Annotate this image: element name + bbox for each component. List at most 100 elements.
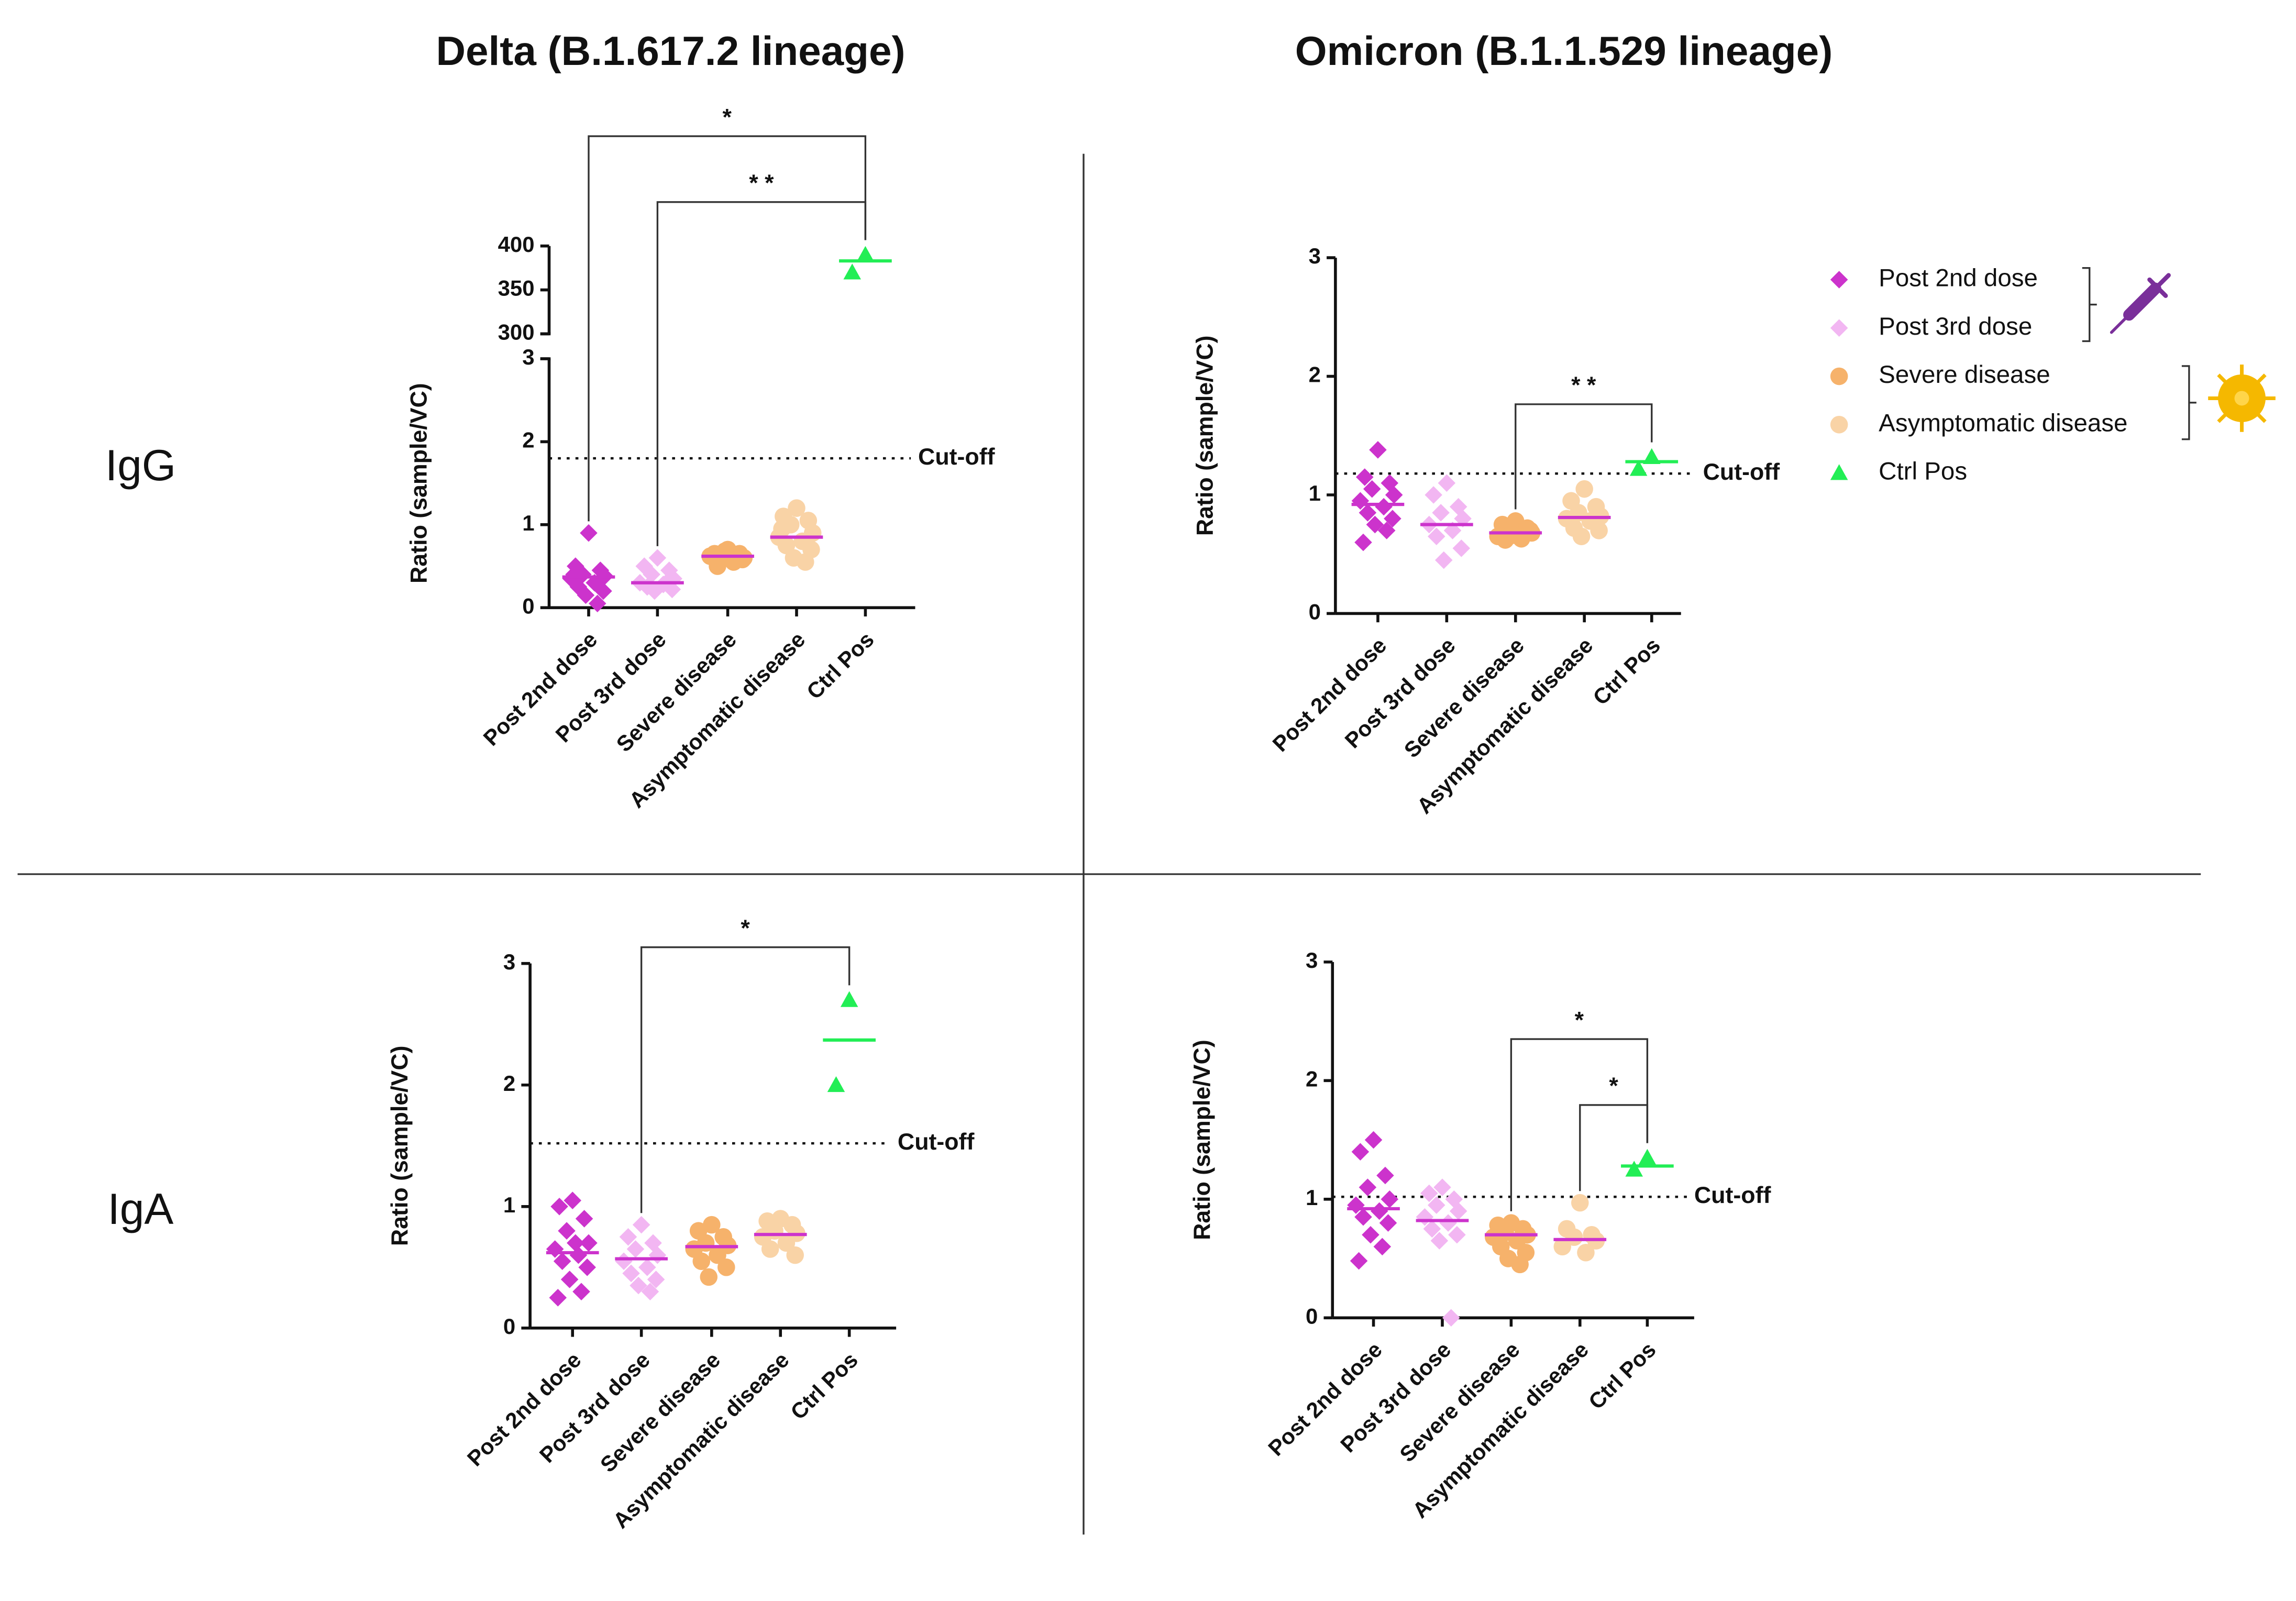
significance-bracket: [588, 135, 867, 522]
data-point: [549, 1289, 567, 1307]
legend-marker: [1830, 416, 1848, 434]
y-tick-label: 1: [1309, 481, 1321, 505]
data-point: [692, 1252, 711, 1270]
data-point: [777, 1234, 796, 1252]
data-point: [1373, 1238, 1392, 1256]
cutoff-label: Cut-off: [1703, 459, 1780, 485]
data-point: [1369, 441, 1387, 459]
cutoff-label: Cut-off: [918, 444, 995, 470]
data-point: [1432, 504, 1450, 522]
data-point: [788, 499, 805, 517]
column-title: Delta (B.1.617.2 lineage): [436, 28, 906, 74]
data-point: [1643, 448, 1661, 464]
y-tick-label: 3: [522, 345, 534, 369]
row-label: IgA: [108, 1184, 174, 1233]
significance-label: *: [722, 104, 732, 130]
data-point: [1442, 1309, 1460, 1327]
data-point: [626, 1240, 645, 1258]
data-point: [709, 557, 726, 575]
data-point: [575, 1210, 593, 1228]
significance-bracket: [640, 946, 851, 1213]
y-tick-label: 2: [1309, 362, 1321, 387]
significance-bracket: [1515, 403, 1653, 510]
y-tick-label: 3: [503, 949, 515, 974]
legend-label: Asymptomatic disease: [1879, 409, 2127, 437]
data-point: [1625, 1161, 1643, 1177]
significance-label: *: [1609, 1073, 1618, 1099]
data-point: [718, 1258, 735, 1276]
data-point: [619, 1228, 637, 1246]
legend-label: Severe disease: [1879, 361, 2050, 389]
data-point: [638, 1258, 656, 1276]
significance-label: * *: [1571, 372, 1596, 398]
data-point: [703, 1216, 721, 1234]
legend-marker: [1830, 271, 1848, 289]
y-axis-label: Ratio (sample/VC): [406, 383, 432, 583]
data-point: [1571, 1194, 1589, 1212]
y-axis-label: Ratio (sample/VC): [1189, 1040, 1215, 1240]
data-point: [1577, 1243, 1595, 1262]
data-point: [700, 1268, 718, 1286]
data-point: [1377, 522, 1396, 539]
data-point: [1375, 498, 1393, 516]
y-tick-label: 0: [503, 1314, 515, 1339]
legend-label: Post 2nd dose: [1879, 264, 2038, 292]
virus-icon: [2208, 365, 2276, 432]
y-tick-label: 2: [1306, 1066, 1318, 1091]
y-tick-label: 400: [498, 232, 535, 257]
syringe-icon: [2110, 273, 2171, 334]
y-tick-label: 3: [1306, 948, 1318, 973]
row-label: IgG: [105, 440, 176, 490]
data-point: [564, 1191, 581, 1209]
data-point: [1420, 1184, 1438, 1202]
column-title: Omicron (B.1.1.529 lineage): [1295, 28, 1833, 74]
data-point: [761, 1240, 779, 1258]
data-point: [1449, 1202, 1467, 1220]
y-axis-label: Ratio (sample/VC): [387, 1045, 413, 1246]
data-point: [578, 1258, 596, 1276]
data-point: [1364, 1131, 1383, 1149]
data-point: [843, 263, 862, 280]
significance-label: * *: [749, 170, 774, 196]
data-point: [1438, 474, 1456, 492]
data-point: [1366, 515, 1384, 534]
y-tick-label: 350: [498, 276, 535, 301]
data-point: [1370, 1202, 1388, 1220]
data-point: [615, 1252, 633, 1270]
data-point: [647, 1271, 665, 1288]
data-point: [1434, 551, 1453, 569]
data-point: [1575, 480, 1593, 498]
data-point: [827, 1076, 845, 1092]
y-tick-label: 300: [498, 320, 535, 345]
legend-brace: [2181, 365, 2196, 440]
data-point: [553, 1252, 571, 1270]
data-point: [1565, 1228, 1583, 1246]
data-point: [1363, 480, 1381, 498]
legend-brace: [2082, 267, 2097, 343]
data-point: [773, 520, 791, 538]
data-point: [1629, 460, 1648, 476]
significance-label: *: [741, 915, 750, 941]
data-point: [796, 553, 814, 571]
data-point: [786, 1246, 804, 1264]
data-point: [1350, 1252, 1368, 1270]
legend-decoration: [2082, 267, 2276, 440]
y-tick-label: 1: [522, 511, 534, 535]
cutoff-label: Cut-off: [1694, 1183, 1771, 1208]
y-tick-label: 3: [1309, 244, 1321, 268]
data-point: [560, 1271, 579, 1288]
y-tick-label: 1: [1306, 1185, 1318, 1210]
y-tick-label: 0: [1309, 600, 1321, 624]
y-tick-label: 2: [522, 427, 534, 452]
data-point: [1553, 1238, 1572, 1256]
data-point: [630, 1276, 647, 1295]
data-point: [632, 1216, 650, 1234]
y-tick-label: 2: [503, 1071, 515, 1096]
data-point: [856, 246, 875, 262]
data-point: [1354, 533, 1372, 551]
data-point: [1439, 1214, 1457, 1232]
legend-marker: [1830, 464, 1848, 480]
data-point: [1572, 527, 1591, 546]
y-tick-label: 0: [1306, 1304, 1318, 1328]
